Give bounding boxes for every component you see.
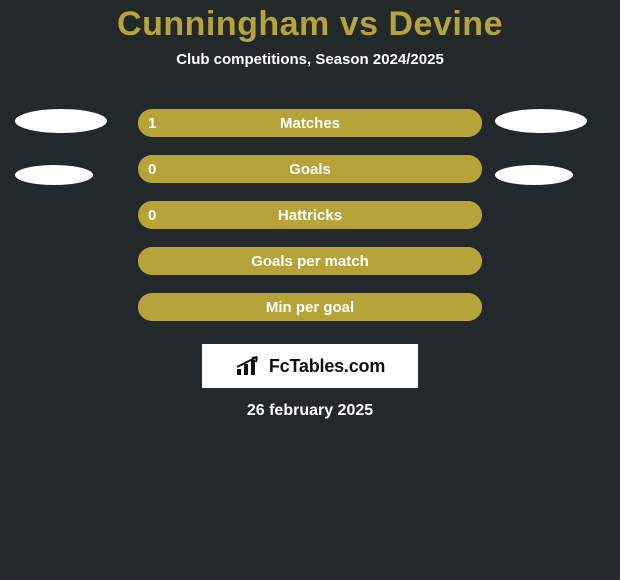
player-right-badge (495, 165, 573, 185)
source-logo: FcTables.com (202, 344, 418, 388)
fill-left (138, 247, 482, 275)
stats-rows: Matches1 Goals0 Hattricks0 Goals per match M… (0, 100, 620, 330)
page-title: Cunningham vs Devine (0, 0, 620, 43)
stat-pill: Goals per match (138, 247, 482, 275)
bars-icon (235, 355, 263, 377)
fill-left (138, 155, 482, 183)
fill-left (138, 201, 482, 229)
player-left-badge (15, 109, 107, 133)
stat-pill: Goals0 (138, 155, 482, 183)
player-left-badge (15, 165, 93, 185)
logo-text: FcTables.com (269, 356, 385, 377)
fill-left (138, 293, 482, 321)
subtitle: Club competitions, Season 2024/2025 (0, 51, 620, 68)
fill-left (138, 109, 482, 137)
stat-pill: Matches1 (138, 109, 482, 137)
generated-date: 26 february 2025 (0, 402, 620, 420)
stat-row: Matches1 (0, 100, 620, 146)
player-right-badge (495, 109, 587, 133)
stat-row: Min per goal (0, 284, 620, 330)
stat-pill: Hattricks0 (138, 201, 482, 229)
comparison-infographic: Cunningham vs Devine Club competitions, … (0, 0, 620, 580)
stat-row: Hattricks0 (0, 192, 620, 238)
stat-row: Goals per match (0, 238, 620, 284)
stat-row: Goals0 (0, 146, 620, 192)
stat-pill: Min per goal (138, 293, 482, 321)
